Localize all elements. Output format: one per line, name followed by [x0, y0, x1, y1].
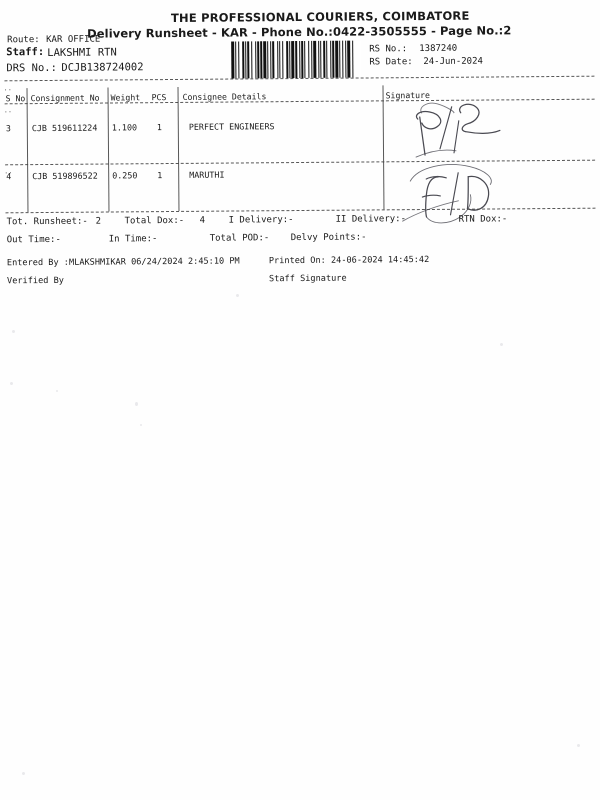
col-rule-3 [177, 86, 180, 163]
row-consignment-no: CJB 519611224 [31, 122, 98, 134]
verified-by-label: Verified By [6, 275, 64, 287]
scan-speck [22, 772, 25, 775]
scan-speck [56, 390, 58, 392]
rs-date-label: RS Date: [369, 57, 413, 68]
margin-tick-1: .. [3, 84, 12, 93]
col-rule-2b [108, 163, 110, 212]
scan-speck [236, 294, 239, 297]
staff-value: LAKSHMI RTN [47, 46, 117, 59]
row-consignment-no: CJB 519896522 [32, 170, 98, 182]
entered-by: Entered By :MLAKSHMIKAR 06/24/2024 2:45:… [6, 256, 240, 269]
total-pod-label: Total POD:- [209, 233, 270, 244]
route-label: Route: [7, 35, 40, 46]
rs-no-label: RS No.: [369, 44, 408, 55]
row-weight: 0.250 [112, 170, 138, 181]
scan-speck [140, 424, 142, 426]
delvy-points-label: Delvy Points:- [290, 232, 367, 244]
column-header-pcs: PCS [151, 92, 167, 103]
rs-no-value: 1387240 [419, 43, 458, 55]
out-time-label: Out Time:- [6, 234, 61, 246]
row-pcs: 1 [156, 122, 162, 133]
i-delivery-label: I Delivery:- [228, 215, 294, 226]
row-consignee-details: MARUTHI [189, 169, 225, 180]
col-rule-1 [26, 88, 29, 165]
company-title: THE PROFESSIONAL COURIERS, COIMBATORE [170, 8, 470, 26]
scan-speck [500, 343, 503, 346]
separator-table-bottom [5, 207, 596, 214]
scan-speck [135, 402, 138, 406]
scan-speck [577, 744, 580, 747]
margin-tick-2: .. [3, 106, 13, 115]
column-header-consignee-details: Consignee Details [182, 91, 267, 102]
runsheet-barcode [231, 40, 362, 79]
row-s-no: 4 [6, 171, 12, 182]
scan-speck [10, 382, 13, 385]
column-header-s-no: S No [5, 93, 26, 104]
printed-on: Printed On: 24-06-2024 14:45:42 [268, 254, 430, 267]
staff-signature-label: Staff Signature [268, 273, 347, 285]
row-s-no: 3 [5, 123, 11, 134]
ii-delivery-label: II Delivery:- [335, 214, 407, 225]
separator-row [5, 159, 596, 166]
in-time-label: In Time:- [108, 234, 158, 245]
staff-label: Staff: [6, 46, 45, 59]
row-weight: 1.100 [111, 122, 138, 133]
tot-runsheet-label: Tot. Runsheet:- [6, 216, 88, 228]
tot-runsheet-value: 2 [95, 216, 102, 227]
column-header-signature: Signature [385, 89, 430, 101]
drs-value: DCJB138724002 [61, 61, 144, 74]
scan-speck [12, 330, 15, 333]
col-rule-4b [383, 161, 385, 210]
total-dox-label: Total Dox:- [124, 215, 185, 227]
document-subtitle: Delivery Runsheet - KAR - Phone No.:0422… [87, 23, 512, 41]
signature-mark-row-1 [404, 90, 535, 163]
total-dox-value: 4 [199, 215, 206, 226]
table-row: 3 CJB 519611224 1.100 1 PERFECT ENGINEER… [0, 0, 599, 133]
rs-date-value: 24-Jun-2024 [423, 56, 483, 68]
rtn-dox-label: RTN Dox:- [458, 214, 508, 225]
col-rule-1b [27, 164, 29, 213]
column-header-weight: Weight [110, 92, 141, 103]
scanned-content: THE PROFESSIONAL COURIERS, COIMBATORE De… [0, 0, 600, 302]
col-rule-3b [178, 162, 180, 211]
column-header-consignment-no: Consignment No [30, 92, 100, 104]
row-consignee-details: PERFECT ENGINEERS [188, 121, 275, 132]
col-rule-4 [382, 85, 385, 162]
col-rule-2 [107, 87, 110, 164]
route-value: KAR OFFICE [46, 34, 101, 45]
row-pcs: 1 [157, 170, 163, 181]
table-row: 4 CJB 519896522 0.250 1 MARUTHI [0, 0, 599, 182]
drs-label: DRS No.: [6, 61, 57, 75]
